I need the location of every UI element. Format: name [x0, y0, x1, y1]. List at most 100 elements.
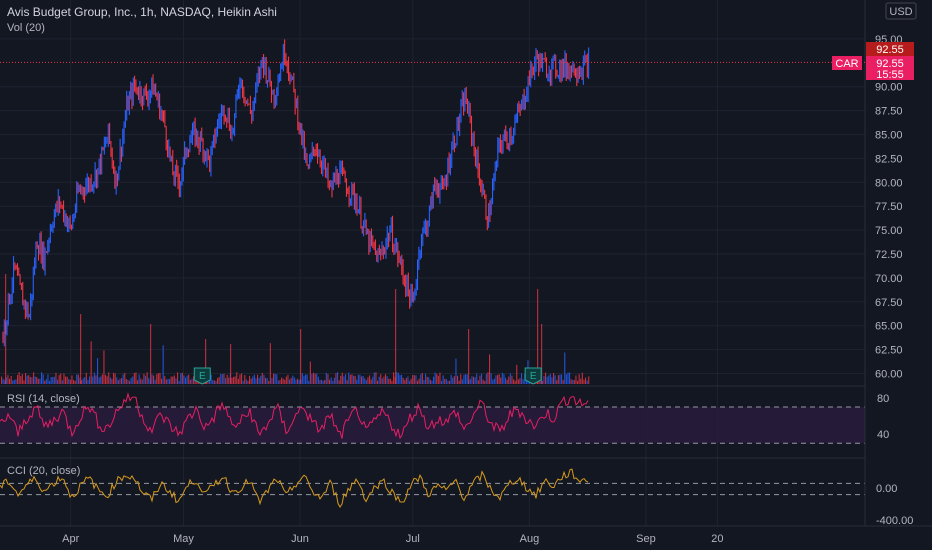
- volume-bar: [561, 374, 563, 384]
- volume-bar: [143, 373, 145, 384]
- volume-indicator-label[interactable]: Vol (20): [7, 22, 45, 34]
- earnings-marker-label: E: [530, 371, 537, 382]
- currency-label[interactable]: USD: [889, 6, 912, 18]
- volume-bar: [61, 380, 63, 384]
- volume-bar: [303, 375, 305, 384]
- rsi-pane[interactable]: [0, 392, 865, 444]
- time-axis[interactable]: Apr May Jun Jul Aug Sep 20: [62, 533, 723, 545]
- volume-bar: [441, 380, 443, 384]
- volume-bar: [508, 376, 510, 384]
- volume-bar: [465, 374, 467, 384]
- volume-bar: [65, 376, 67, 384]
- volume-bar: [399, 374, 401, 384]
- volume-bar: [541, 380, 543, 384]
- currency-button[interactable]: USD: [885, 2, 917, 20]
- volume-bar: [290, 378, 292, 384]
- volume-bar: [281, 377, 283, 384]
- volume-bar: [437, 375, 439, 384]
- volume-bar: [453, 376, 455, 384]
- cci-line: [0, 468, 589, 508]
- volume-bar: [111, 378, 113, 384]
- volume-bar: [284, 379, 286, 384]
- volume-bar: [493, 378, 495, 384]
- volume-bar: [357, 374, 359, 384]
- volume-bar: [413, 375, 415, 384]
- volume-bar: [119, 378, 121, 384]
- volume-bar: [60, 373, 62, 384]
- volume-bar: [317, 376, 319, 384]
- volume-bar: [407, 376, 409, 384]
- volume-bar: [33, 372, 35, 384]
- volume-bar: [169, 379, 171, 384]
- volume-bar: [173, 375, 175, 384]
- volume-bar: [537, 289, 539, 384]
- volume-bar: [395, 289, 397, 384]
- volume-bar: [522, 379, 524, 384]
- volume-bar: [85, 372, 87, 384]
- volume-bar: [445, 379, 447, 384]
- volume-bar: [321, 379, 323, 384]
- volume-bar: [10, 375, 12, 384]
- volume-bar: [68, 378, 70, 384]
- volume-bar: [429, 379, 431, 384]
- volume-bar: [335, 373, 337, 384]
- time-tick-label: 20: [711, 533, 723, 545]
- volume-bar: [28, 375, 30, 384]
- volume-bar: [277, 380, 279, 384]
- volume-bar: [1, 376, 3, 384]
- symbol-price-value: 92.55: [876, 58, 904, 70]
- volume-bar: [151, 374, 153, 384]
- last-price-badge: 92.55: [866, 42, 914, 56]
- volume-bar: [247, 380, 249, 384]
- earnings-marker[interactable]: E: [524, 367, 542, 385]
- cci-label[interactable]: CCI (20, close): [7, 465, 80, 477]
- volume-bar: [498, 374, 500, 384]
- volume-bar: [161, 378, 163, 384]
- volume-bar: [497, 375, 499, 384]
- volume-bar: [170, 376, 172, 384]
- volume-bar: [26, 375, 28, 384]
- volume-bar: [295, 379, 297, 384]
- volume-bar: [444, 378, 446, 384]
- volume-bar: [513, 379, 515, 384]
- earnings-marker[interactable]: E: [193, 367, 211, 385]
- volume-bar: [93, 372, 95, 384]
- volume-bar: [245, 379, 247, 384]
- volume-bar: [55, 372, 57, 384]
- price-tick-label: 77.50: [875, 201, 903, 213]
- volume-bar: [129, 380, 131, 384]
- volume-bar: [418, 378, 420, 384]
- volume-bar: [279, 379, 281, 384]
- volume-bar: [514, 380, 516, 384]
- time-tick-label: Jun: [291, 533, 309, 545]
- volume-bar: [21, 374, 23, 384]
- rsi-label[interactable]: RSI (14, close): [7, 393, 80, 405]
- volume-bar: [13, 379, 15, 384]
- volume-bar: [261, 372, 263, 384]
- volume-bar: [348, 372, 350, 384]
- price-series[interactable]: [2, 39, 590, 347]
- volume-bar: [105, 374, 107, 384]
- volume-bar: [378, 376, 380, 384]
- volume-bar: [373, 372, 375, 384]
- volume-bar: [377, 380, 379, 384]
- volume-bar: [567, 372, 569, 384]
- volume-bar: [34, 376, 36, 384]
- volume-bar: [73, 380, 75, 384]
- volume-bar: [356, 379, 358, 384]
- volume-bar: [79, 377, 81, 384]
- volume-bar: [559, 374, 561, 384]
- volume-bar: [177, 372, 179, 384]
- cci-pane[interactable]: [0, 468, 865, 508]
- volume-bar: [266, 378, 268, 384]
- volume-bar: [117, 380, 119, 384]
- volume-bar: [108, 372, 110, 384]
- volume-bar: [346, 380, 348, 384]
- volume-bar: [580, 378, 582, 384]
- volume-bar: [585, 377, 587, 384]
- volume-bar: [140, 378, 142, 384]
- volume-bar: [361, 376, 363, 384]
- volume-bar: [41, 372, 43, 384]
- volume-bar: [581, 372, 583, 384]
